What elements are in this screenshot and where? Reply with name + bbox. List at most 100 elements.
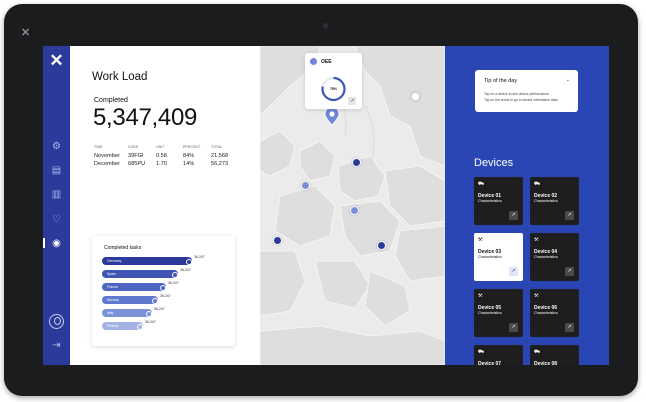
map-location-pin[interactable] xyxy=(377,241,386,250)
device-card[interactable]: ⚒ Device 06 Characteristics ↗ xyxy=(530,289,579,337)
app-logo[interactable]: ✕ xyxy=(49,51,64,70)
tip-text-line: Tap on a device to see device performanc… xyxy=(484,92,550,96)
column-header: TOTAL xyxy=(211,145,223,149)
table-header-row: TIME CODE UNIT PERCENT TOTAL xyxy=(94,145,228,152)
device-card[interactable]: ⛟Device 08Characteristics↗ xyxy=(530,345,579,365)
oee-card[interactable]: OEE 78% ↗ xyxy=(305,53,362,109)
oee-indicator-dot xyxy=(310,58,317,65)
completed-value: 5,347,409 xyxy=(93,104,198,131)
bus-icon: ⛟ xyxy=(478,349,485,355)
table-cell: 1.70 xyxy=(156,161,167,167)
map-location-pin[interactable] xyxy=(273,236,282,245)
task-progress-bar: Italy xyxy=(102,309,152,317)
brand-logo: ✕ xyxy=(21,27,31,39)
device-name: Device 03 xyxy=(478,249,502,255)
device-name: Device 06 xyxy=(534,305,558,311)
table-cell: November xyxy=(94,153,120,159)
open-arrow-icon[interactable]: ↗ xyxy=(509,267,518,276)
completed-tasks-card: Completed tasks Germany 36,247 Spain 36,247… xyxy=(92,236,235,346)
completed-label: Completed xyxy=(94,97,128,104)
map-location-pin[interactable] xyxy=(350,206,359,215)
task-knob xyxy=(186,258,192,265)
open-arrow-icon[interactable]: ↗ xyxy=(509,323,518,332)
device-card[interactable]: ⚒ Device 03 Characteristics ↗ xyxy=(474,233,523,281)
map-location-pin[interactable] xyxy=(301,181,310,190)
task-knob xyxy=(172,271,178,278)
map-panel[interactable]: OEE 78% ↗ xyxy=(260,46,445,365)
column-header: PERCENT xyxy=(183,145,201,149)
map-location-pin[interactable] xyxy=(411,92,420,101)
column-header: TIME xyxy=(94,145,103,149)
location-icon[interactable]: ◉ xyxy=(52,238,61,249)
bus-icon: ⛟ xyxy=(478,181,485,187)
tip-of-the-day-card[interactable]: Tip of the day ⌄ Tap on a device to see … xyxy=(475,70,578,112)
page-title: Work Load xyxy=(92,71,148,83)
oee-open-arrow-icon[interactable]: ↗ xyxy=(348,97,356,105)
settings-icon[interactable]: ⚙ xyxy=(52,141,61,152)
open-arrow-icon[interactable]: ↗ xyxy=(565,267,574,276)
device-card[interactable]: ⛟ Device 02 Characteristics ↗ xyxy=(530,177,579,225)
task-label: France xyxy=(107,285,118,289)
camera-dot xyxy=(323,23,328,28)
task-progress-bar: Spain xyxy=(102,270,178,278)
task-value: 36,247 xyxy=(145,320,156,324)
task-value: 36,247 xyxy=(180,268,191,272)
open-arrow-icon[interactable]: ↗ xyxy=(509,211,518,220)
inbox-icon[interactable]: ▤ xyxy=(51,165,62,176)
europe-map xyxy=(260,46,445,365)
device-characteristics: Characteristics xyxy=(534,311,558,315)
workload-table: TIME CODE UNIT PERCENT TOTAL November 39… xyxy=(94,145,228,168)
task-knob xyxy=(160,284,166,291)
device-card[interactable]: ⚒ Device 05 Characteristics ↗ xyxy=(474,289,523,337)
device-characteristics: Characteristics xyxy=(478,199,502,203)
device-frame: ✕ ✕ ⚙ ▤ ▥ ♡ ◉ ⇥ Work Load Completed 5,34… xyxy=(4,4,638,396)
task-knob xyxy=(146,310,152,317)
task-progress-bar: Norway xyxy=(102,296,158,304)
task-label: Germany xyxy=(107,259,122,263)
bus-icon: ⛟ xyxy=(534,181,541,187)
open-arrow-icon[interactable]: ↗ xyxy=(565,211,574,220)
robot-arm-icon: ⚒ xyxy=(478,237,483,243)
tip-text-line: Tap on the arrow to go to device informa… xyxy=(484,98,559,102)
task-label: Norway xyxy=(107,298,119,302)
logout-icon[interactable]: ⇥ xyxy=(52,340,61,351)
task-progress-bar: France xyxy=(102,283,166,291)
column-header: UNIT xyxy=(156,145,165,149)
table-cell: December xyxy=(94,161,120,167)
device-name: Device 04 xyxy=(534,249,558,255)
devices-title: Devices xyxy=(474,157,514,169)
open-arrow-icon[interactable]: ↗ xyxy=(565,323,574,332)
task-knob xyxy=(152,297,158,304)
active-nav-indicator xyxy=(43,238,45,248)
tip-title: Tip of the day xyxy=(484,78,518,84)
oee-gauge xyxy=(321,76,346,102)
task-label: Spain xyxy=(107,272,116,276)
task-progress-bar: Germany xyxy=(102,257,192,265)
task-value: 36,247 xyxy=(154,307,165,311)
chevron-down-icon[interactable]: ⌄ xyxy=(565,77,570,83)
bus-icon: ⛟ xyxy=(534,349,541,355)
task-value: 36,247 xyxy=(168,281,179,285)
device-card[interactable]: ⛟Device 07Characteristics↗ xyxy=(474,345,523,365)
chart-icon[interactable]: ▥ xyxy=(51,189,62,200)
task-value: 36,247 xyxy=(160,294,171,298)
map-location-pin[interactable] xyxy=(352,158,361,167)
device-card[interactable]: ⛟ Device 01 Characteristics ↗ xyxy=(474,177,523,225)
heart-icon[interactable]: ♡ xyxy=(52,214,61,225)
device-characteristics: Characteristics xyxy=(478,311,502,315)
sidebar: ✕ ⚙ ▤ ▥ ♡ ◉ ⇥ xyxy=(43,46,70,365)
task-knob xyxy=(137,323,143,330)
column-header: CODE xyxy=(128,145,139,149)
app-screen: ✕ ⚙ ▤ ▥ ♡ ◉ ⇥ Work Load Completed 5,347,… xyxy=(43,46,609,365)
oee-label: OEE xyxy=(321,59,332,65)
table-cell: 14% xyxy=(183,161,195,167)
user-avatar-icon[interactable] xyxy=(49,314,64,329)
task-value: 36,247 xyxy=(194,255,205,259)
device-name: Device 05 xyxy=(478,305,502,311)
device-name: Device 01 xyxy=(478,193,502,199)
selected-location-marker-icon[interactable] xyxy=(324,106,340,126)
device-card[interactable]: ⚒ Device 04 Characteristics ↗ xyxy=(530,233,579,281)
oee-value: 78% xyxy=(329,87,337,91)
workload-panel: Work Load Completed 5,347,409 TIME CODE … xyxy=(70,46,260,365)
task-label: Finland xyxy=(107,324,119,328)
